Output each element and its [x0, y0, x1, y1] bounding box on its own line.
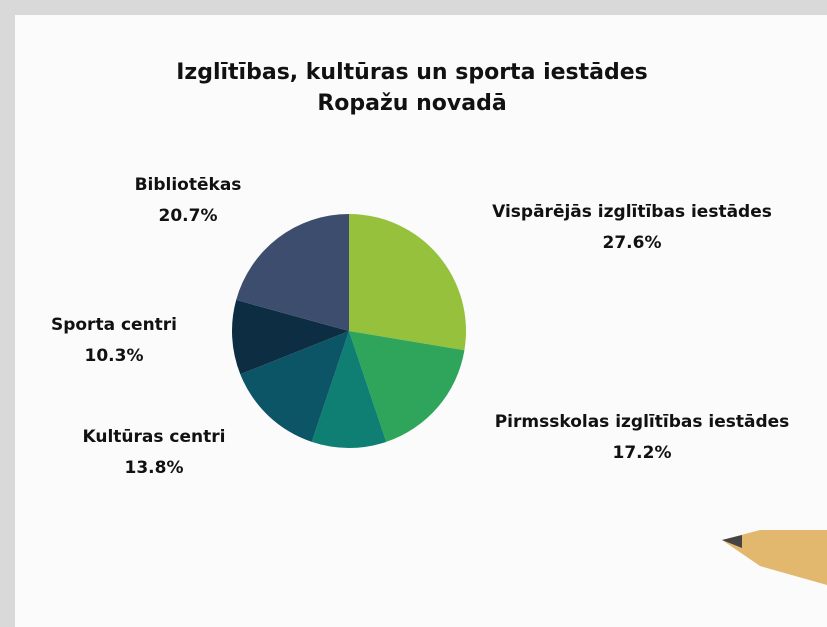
chart-title: Izglītības, kultūras un sporta iestādes [176, 60, 648, 85]
value-label: 17.2% [613, 443, 672, 463]
pencil [722, 530, 827, 585]
pie-slice [349, 214, 466, 351]
pie-slice [349, 331, 465, 442]
pie-slice [236, 214, 349, 331]
pie-slice [311, 331, 387, 449]
value-label: 13.8% [125, 458, 184, 478]
slice-label: Sporta centri [51, 315, 177, 335]
chart-title: Ropažu novadā [317, 91, 506, 116]
pie-slice [232, 299, 349, 375]
slice-label: Bibliotēkas [135, 175, 242, 195]
value-label: 10.3% [85, 346, 144, 366]
slice-label: Kultūras centri [83, 427, 226, 447]
value-label: 20.7% [159, 206, 218, 226]
pie-slice [240, 331, 349, 442]
slice-label: Pirmsskolas izglītības iestādes [495, 412, 790, 432]
slice-label: Vispārējās izglītības iestādes [492, 202, 772, 222]
value-label: 27.6% [603, 233, 662, 253]
